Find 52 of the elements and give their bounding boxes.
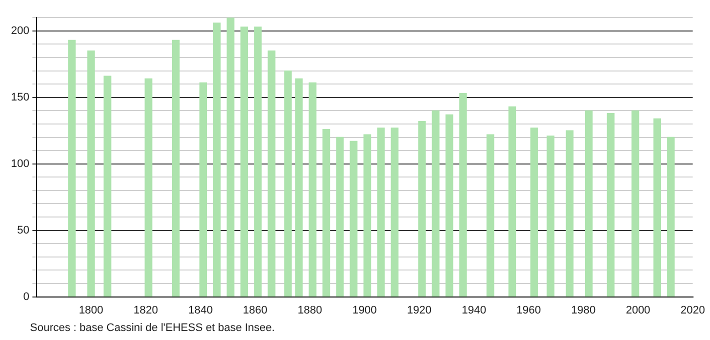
bar xyxy=(199,82,208,297)
bar xyxy=(585,110,593,297)
x-tick-label: 1840 xyxy=(188,304,213,316)
x-tick-label: 1900 xyxy=(352,304,377,316)
bar xyxy=(566,130,574,297)
bar xyxy=(172,40,180,297)
bar xyxy=(459,93,467,297)
bar xyxy=(546,136,554,297)
x-tick-label: 1960 xyxy=(516,304,541,316)
x-tick-label: 1940 xyxy=(462,304,486,316)
x-tick-label: 1820 xyxy=(134,304,158,316)
y-tick-label: 200 xyxy=(10,24,30,37)
bar xyxy=(104,76,112,297)
x-tick-label: 2000 xyxy=(626,304,650,316)
bar xyxy=(240,26,248,297)
x-tick-label: 1860 xyxy=(242,304,268,316)
bar xyxy=(363,134,372,297)
bar xyxy=(68,40,76,297)
bar xyxy=(390,128,398,297)
bar xyxy=(226,18,234,297)
bar xyxy=(653,118,662,297)
x-tick-label: 1980 xyxy=(571,304,596,316)
bar xyxy=(418,120,426,297)
bar xyxy=(432,110,440,297)
y-tick-label: 50 xyxy=(17,224,30,236)
bar xyxy=(530,128,538,297)
bar xyxy=(446,114,454,297)
bar xyxy=(508,106,516,297)
bar xyxy=(606,112,615,297)
y-tick-label: 100 xyxy=(10,158,30,170)
bar xyxy=(268,50,276,297)
bar xyxy=(632,110,640,297)
bar xyxy=(295,78,303,297)
bar xyxy=(308,82,316,297)
bar xyxy=(336,136,344,297)
bar xyxy=(322,128,330,297)
x-tick-label: 1800 xyxy=(78,304,104,316)
bar xyxy=(87,50,95,297)
source-note: Sources : base Cassini de l'EHESS et base Insee. xyxy=(30,322,276,334)
bar xyxy=(667,136,675,297)
x-tick-label: 2020 xyxy=(680,304,706,316)
bar xyxy=(213,22,221,297)
bar xyxy=(284,70,292,297)
bar xyxy=(144,78,152,297)
bar xyxy=(350,140,358,297)
y-tick-label: 0 xyxy=(23,290,30,303)
y-tick-label: 150 xyxy=(10,91,30,104)
bar xyxy=(377,128,385,297)
x-tick-label: 1880 xyxy=(298,304,322,316)
x-tick-label: 1920 xyxy=(407,304,432,316)
bar xyxy=(486,134,494,297)
bar xyxy=(254,26,262,297)
